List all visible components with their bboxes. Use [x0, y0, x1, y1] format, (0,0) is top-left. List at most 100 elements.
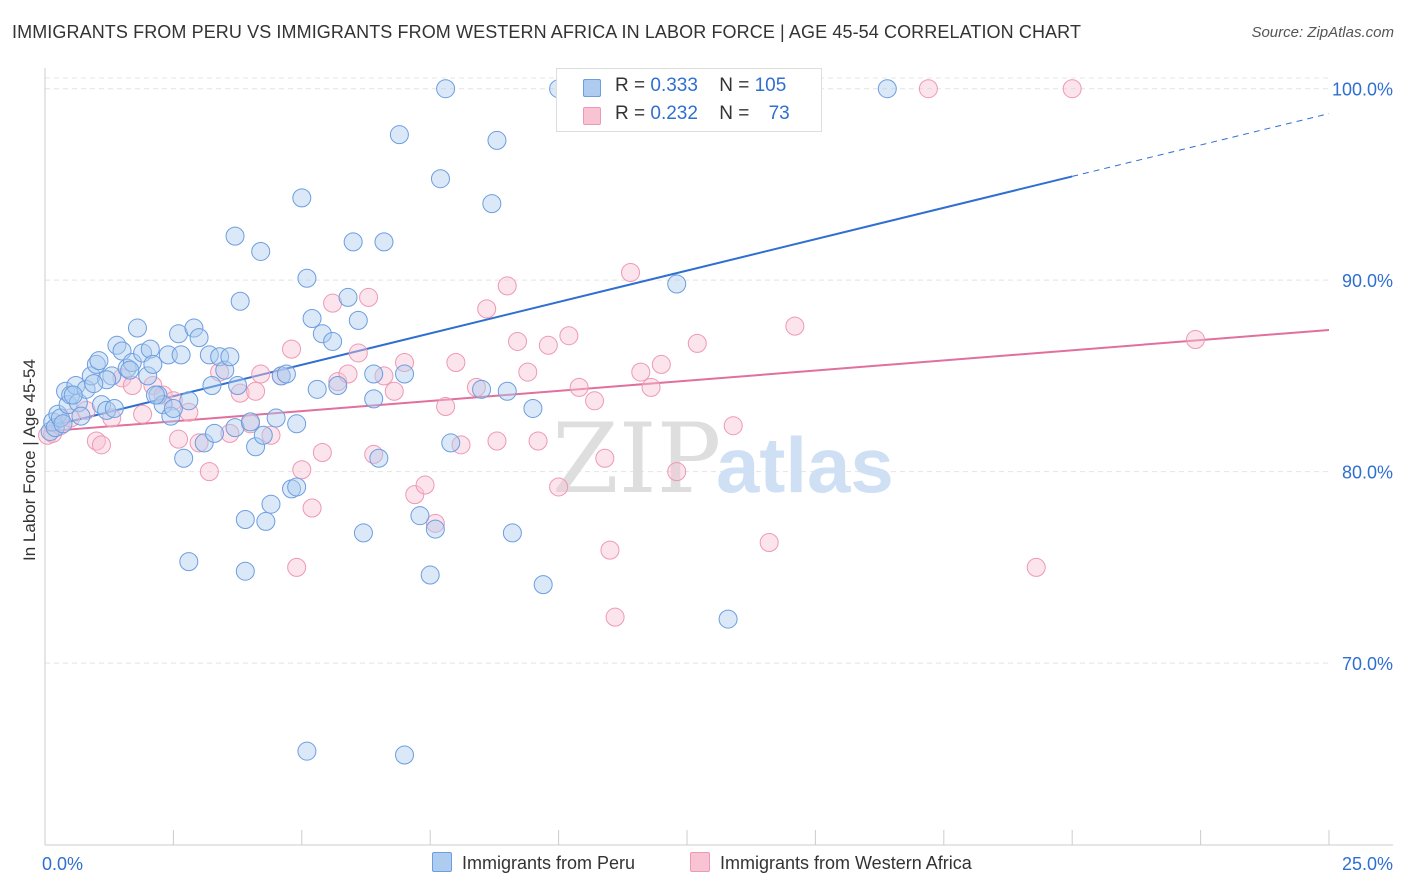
data-point-wafrica	[508, 331, 528, 351]
axes	[44, 68, 1393, 846]
data-point-peru	[102, 366, 122, 386]
data-point-peru	[120, 360, 140, 380]
data-point-wafrica	[1062, 79, 1082, 99]
data-point-peru	[266, 408, 286, 428]
data-point-wafrica	[153, 385, 173, 405]
y-axis-label: In Labor Force | Age 45-54	[20, 359, 39, 561]
data-point-peru	[297, 741, 317, 761]
data-point-wafrica	[569, 377, 589, 397]
trend-lines	[44, 113, 1330, 433]
data-point-peru	[63, 385, 83, 405]
legend-swatch-peru	[583, 79, 601, 97]
stats-legend: R = 0.333 N = 105 R = 0.232 N = 73	[556, 68, 822, 132]
legend-row-peru: R = 0.333 N = 105	[583, 75, 787, 97]
data-point-wafrica	[179, 402, 199, 422]
data-point-peru	[667, 274, 687, 294]
data-point-peru	[202, 375, 222, 395]
y-tick-label: 70.0%	[1342, 654, 1393, 674]
data-point-wafrica	[785, 316, 805, 336]
data-point-peru	[89, 351, 109, 371]
legend-r-value-peru: 0.333	[650, 75, 698, 96]
data-point-peru	[104, 398, 124, 418]
data-point-peru	[53, 414, 73, 434]
data-point-wafrica	[230, 383, 250, 403]
watermark: ZIP atlas	[552, 403, 894, 515]
legend-n-value-wafrica: 73	[768, 103, 790, 124]
data-point-wafrica	[687, 333, 707, 353]
legend-swatch-wafrica	[583, 107, 601, 125]
data-point-peru	[297, 268, 317, 288]
data-point-peru	[261, 494, 281, 514]
data-point-wafrica	[723, 416, 743, 436]
data-point-wafrica	[251, 364, 271, 384]
data-point-peru	[81, 366, 101, 386]
data-point-wafrica	[585, 391, 605, 411]
data-point-peru	[138, 366, 158, 386]
data-point-wafrica	[246, 381, 266, 401]
data-point-wafrica	[364, 444, 384, 464]
data-point-peru	[430, 169, 450, 189]
data-point-peru	[127, 318, 147, 338]
x-tick-label-max: 25.0%	[1342, 854, 1393, 874]
data-point-peru	[287, 414, 307, 434]
data-point-peru	[163, 398, 183, 418]
y-tick-label: 90.0%	[1342, 271, 1393, 291]
data-point-wafrica	[918, 79, 938, 99]
data-point-wafrica	[528, 431, 548, 451]
data-point-peru	[91, 395, 111, 415]
source-label: Source: ZipAtlas.com	[1251, 24, 1394, 41]
data-point-peru	[117, 358, 137, 378]
bottom-legend-label-peru: Immigrants from Peru	[462, 853, 636, 873]
data-point-peru	[877, 79, 897, 99]
data-point-peru	[364, 364, 384, 384]
data-point-wafrica	[1026, 557, 1046, 577]
data-point-peru	[472, 379, 492, 399]
data-point-peru	[502, 523, 522, 543]
trend-line-peru-extension	[1072, 113, 1330, 177]
data-point-peru	[718, 609, 738, 629]
data-point-peru	[533, 575, 553, 595]
data-point-wafrica	[549, 477, 569, 497]
data-point-wafrica	[605, 607, 625, 627]
data-point-wafrica	[497, 276, 517, 296]
data-point-peru	[307, 379, 327, 399]
data-point-wafrica	[631, 362, 651, 382]
data-point-wafrica	[189, 433, 209, 453]
data-point-wafrica	[641, 377, 661, 397]
data-point-wafrica	[261, 425, 281, 445]
data-point-peru	[171, 345, 191, 365]
x-tick-label-min: 0.0%	[42, 854, 83, 874]
legend-r-value-wafrica: 0.232	[650, 103, 698, 124]
data-point-wafrica	[559, 326, 579, 346]
data-point-peru	[410, 506, 430, 526]
data-point-wafrica	[425, 513, 445, 533]
data-point-wafrica	[600, 540, 620, 560]
data-point-wafrica	[384, 381, 404, 401]
data-point-wafrica	[477, 299, 497, 319]
legend-n-label: N =	[719, 103, 750, 124]
data-point-peru	[328, 375, 348, 395]
data-point-peru	[240, 412, 260, 432]
data-point-wafrica	[621, 263, 641, 283]
data-point-wafrica	[282, 339, 302, 359]
trend-line-peru	[44, 175, 1073, 429]
legend-n-value-peru: 105	[754, 75, 787, 96]
data-point-peru	[140, 339, 160, 359]
data-point-peru	[256, 511, 276, 531]
data-point-wafrica	[405, 485, 425, 505]
data-point-peru	[395, 745, 415, 765]
data-point-wafrica	[122, 375, 142, 395]
data-point-peru	[228, 375, 248, 395]
data-point-peru	[287, 477, 307, 497]
data-point-wafrica	[538, 335, 558, 355]
data-point-wafrica	[487, 431, 507, 451]
trend-line-wafrica	[44, 328, 1330, 433]
data-point-wafrica	[651, 354, 671, 374]
data-point-peru	[179, 391, 199, 411]
data-point-peru	[389, 125, 409, 145]
legend-r-label: R =	[615, 75, 646, 96]
bottom-legend-label-wafrica: Immigrants from Western Africa	[720, 853, 972, 873]
data-point-peru	[225, 226, 245, 246]
data-point-wafrica	[169, 429, 189, 449]
data-point-wafrica	[518, 362, 538, 382]
